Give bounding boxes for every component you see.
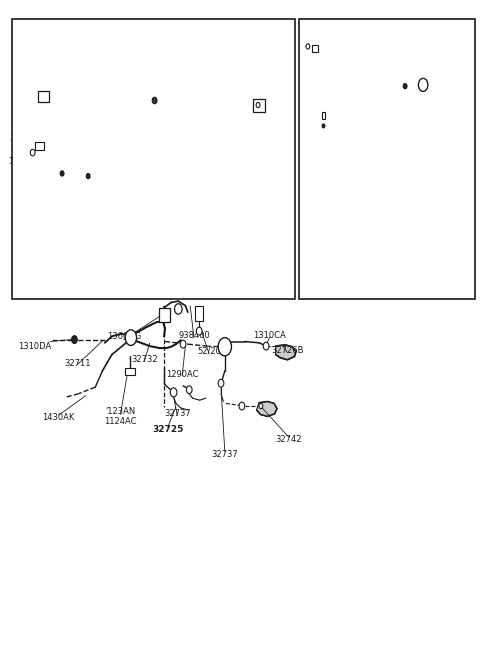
Circle shape	[403, 83, 407, 89]
Circle shape	[256, 102, 260, 108]
Text: 32790: 32790	[86, 31, 114, 40]
Text: 32726B: 32726B	[271, 346, 304, 355]
Bar	[312, 45, 318, 52]
Text: 1310CA: 1310CA	[253, 330, 286, 340]
Text: 32790: 32790	[350, 51, 377, 59]
Text: 1140CFZ: 1140CFZ	[8, 157, 43, 166]
Circle shape	[125, 330, 137, 346]
Bar	[12, 19, 295, 299]
Text: 938400: 938400	[178, 331, 210, 340]
Circle shape	[72, 336, 77, 344]
Text: 1125AC: 1125AC	[411, 56, 444, 64]
Circle shape	[180, 340, 186, 348]
Circle shape	[186, 386, 192, 394]
Bar	[253, 99, 265, 112]
Text: 32792: 32792	[308, 125, 335, 134]
Polygon shape	[276, 345, 296, 360]
Text: 32737: 32737	[212, 450, 238, 459]
Circle shape	[175, 304, 182, 314]
Bar	[35, 142, 44, 150]
Text: 1310DA: 1310DA	[18, 342, 52, 351]
Text: 1140FZ: 1140FZ	[66, 167, 101, 176]
Circle shape	[218, 379, 224, 387]
Circle shape	[30, 149, 35, 156]
Text: 1430AK: 1430AK	[43, 413, 75, 422]
Bar	[195, 306, 204, 321]
Text: 1129AD: 1129AD	[405, 88, 438, 97]
Circle shape	[170, 388, 177, 397]
Text: 52/20: 52/20	[197, 347, 221, 356]
Bar	[38, 91, 49, 102]
Polygon shape	[257, 401, 277, 417]
Text: 1129AD: 1129AD	[108, 59, 148, 68]
Text: 1124AC: 1124AC	[104, 417, 137, 426]
Text: 32740: 32740	[360, 182, 387, 191]
Circle shape	[306, 44, 310, 49]
Circle shape	[322, 124, 325, 128]
Text: 32759: 32759	[24, 68, 50, 77]
Text: 1125AC: 1125AC	[191, 62, 223, 70]
Text: '123AN: '123AN	[105, 407, 135, 417]
Circle shape	[239, 402, 245, 410]
Circle shape	[263, 342, 269, 350]
Text: 1360GG: 1360GG	[107, 332, 141, 342]
Text: 1290AC: 1290AC	[166, 370, 198, 378]
Text: 32737: 32737	[164, 409, 191, 419]
Bar	[125, 367, 135, 375]
Bar	[300, 19, 475, 299]
Circle shape	[60, 171, 64, 176]
Bar	[322, 112, 325, 119]
Circle shape	[259, 403, 263, 409]
Text: 32742: 32742	[276, 435, 302, 443]
Circle shape	[86, 173, 90, 179]
Text: 32711: 32711	[64, 359, 91, 367]
Circle shape	[419, 78, 428, 91]
Circle shape	[196, 327, 202, 335]
Bar	[159, 307, 170, 322]
Text: 1140FZ: 1140FZ	[35, 176, 65, 185]
Text: 1799JC: 1799JC	[22, 59, 52, 68]
Text: (CRUISE CONTROL MODULE): (CRUISE CONTROL MODULE)	[305, 31, 413, 40]
Text: 32795: 32795	[10, 135, 36, 143]
Circle shape	[218, 338, 231, 356]
Text: 32732: 32732	[131, 355, 157, 363]
Circle shape	[152, 97, 157, 104]
Text: 32725: 32725	[152, 425, 183, 434]
